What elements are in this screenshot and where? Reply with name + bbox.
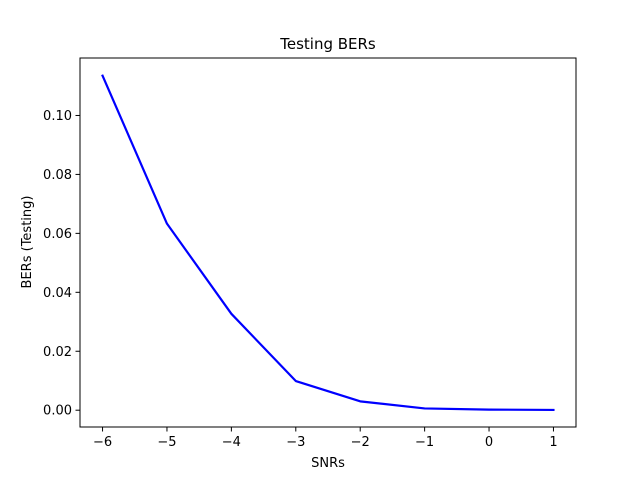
- x-tick-label: −5: [157, 435, 176, 450]
- y-tick-label: 0.04: [43, 286, 72, 301]
- y-tick-label: 0.02: [43, 345, 72, 360]
- x-tick-label: −2: [351, 435, 370, 450]
- x-axis-label: SNRs: [311, 456, 345, 471]
- chart-title: Testing BERs: [279, 35, 376, 53]
- y-tick-label: 0.08: [43, 168, 72, 183]
- x-tick-label: −4: [222, 435, 241, 450]
- x-tick-label: −1: [415, 435, 434, 450]
- y-tick-label: 0.00: [43, 404, 72, 419]
- x-tick-label: −6: [93, 435, 112, 450]
- y-tick-label: 0.10: [43, 109, 72, 124]
- y-tick-label: 0.06: [43, 227, 72, 242]
- x-tick-label: −3: [286, 435, 305, 450]
- x-tick-label: 0: [485, 435, 493, 450]
- x-tick-label: 1: [549, 435, 557, 450]
- y-axis-label: BERs (Testing): [20, 196, 35, 289]
